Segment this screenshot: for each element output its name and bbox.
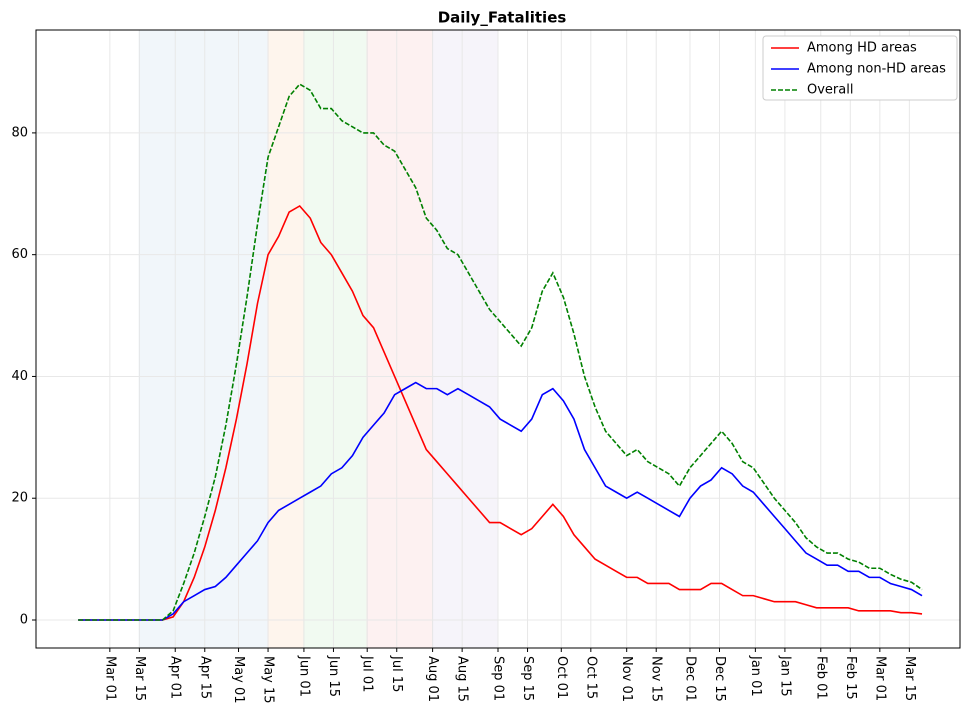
y-tick-label: 60 [11,247,28,262]
x-tick-label: Jul 15 [389,655,404,692]
x-tick-label: Mar 15 [902,656,917,701]
period-span [367,30,433,648]
plot-frame [35,29,961,649]
y-tick-label: 20 [11,491,28,506]
x-tick-label: Aug 01 [425,656,440,702]
x-tick-label: Aug 15 [455,656,470,702]
x-tick-label: Apr 01 [168,656,183,699]
y-tick-label: 40 [11,369,28,384]
x-tick-label: Nov 15 [649,656,664,702]
period-span [268,30,304,648]
x-tick-label: Apr 15 [197,656,212,699]
data-line [78,83,923,621]
x-tick-label: Feb 01 [813,656,828,700]
x-tick-label: Jan 01 [748,655,763,697]
period-span [303,30,368,648]
x-tick-label: Sep 15 [520,656,535,701]
x-tick-label: Oct 01 [554,656,569,699]
x-tick-label: Dec 01 [682,656,697,702]
y-tick-label: 80 [11,125,28,140]
x-tick-label: Mar 01 [872,656,887,701]
x-tick-label: Feb 15 [843,656,858,700]
y-tick-label: 0 [20,612,28,627]
legend-label: Among HD areas [807,41,917,56]
data-line [78,204,923,621]
x-tick-label: May 01 [231,656,246,704]
legend-label: Among non-HD areas [807,62,946,77]
legend-label: Overall [807,83,853,98]
data-line [78,381,923,621]
period-span [432,30,498,648]
x-tick-label: Sep 01 [491,656,506,701]
x-tick-label: Dec 15 [712,656,727,702]
legend-box [762,35,958,101]
x-tick-label: Jun 15 [326,655,341,697]
x-tick-label: Jul 01 [360,655,375,692]
chart-title: Daily_Fatalities [438,9,567,27]
x-tick-label: Oct 15 [583,656,598,699]
x-tick-label: Mar 15 [132,656,147,701]
x-tick-label: Jan 15 [777,655,792,697]
x-tick-label: Mar 01 [102,656,117,701]
x-tick-label: Nov 01 [619,656,634,702]
period-span [139,30,269,648]
x-tick-label: Jun 01 [296,655,311,697]
x-tick-label: May 15 [261,656,276,704]
